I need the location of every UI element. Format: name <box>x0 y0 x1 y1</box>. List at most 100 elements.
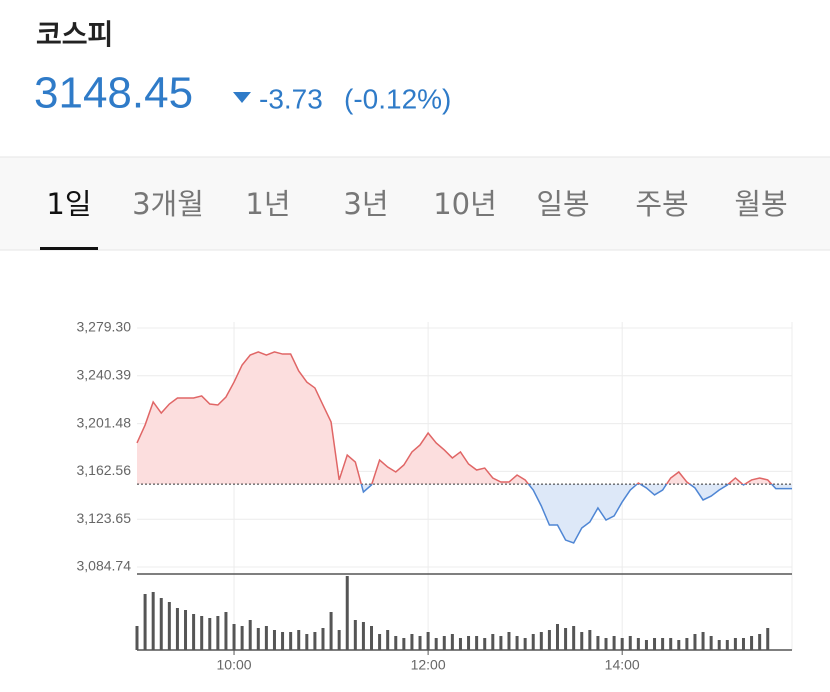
area-up <box>137 351 772 485</box>
volume-bar <box>224 612 228 650</box>
volume-bar <box>669 638 673 650</box>
volume-bar <box>733 638 737 650</box>
volume-bar <box>159 598 163 650</box>
volume-bar <box>313 632 317 650</box>
volume-bar <box>717 640 721 650</box>
volume-bar <box>596 636 600 650</box>
volume-bar <box>467 636 471 650</box>
y-tick-label: 3,240.39 <box>77 367 132 383</box>
volume-bar <box>216 616 220 650</box>
volume-bar <box>539 632 543 650</box>
tab-bar <box>0 157 830 250</box>
volume-bar <box>491 634 495 650</box>
volume-bar <box>175 608 179 650</box>
volume-bar <box>345 576 349 650</box>
volume-bar <box>248 620 252 650</box>
volume-bar <box>547 630 551 650</box>
volume-bar <box>523 638 527 650</box>
volume-bar <box>564 628 568 650</box>
volume-bar <box>378 634 382 650</box>
volume-bar <box>143 594 147 650</box>
volume-bar <box>636 638 640 650</box>
volume-bar <box>580 632 584 650</box>
x-tick-label: 14:00 <box>605 657 640 673</box>
index-title: 코스피 <box>36 18 113 51</box>
y-tick-label: 3,084.74 <box>77 558 132 574</box>
tab[interactable]: 1년 <box>245 187 290 221</box>
volume-bar <box>741 638 745 650</box>
volume-bar <box>628 636 632 650</box>
volume-bar <box>337 630 341 650</box>
volume-bar <box>135 626 139 650</box>
down-arrow <box>233 92 251 103</box>
tab[interactable]: 일봉 <box>536 187 589 221</box>
volume-bar <box>661 638 665 650</box>
volume-bar <box>620 638 624 650</box>
volume-bar <box>507 632 511 650</box>
volume-bar <box>644 640 648 650</box>
volume-bar <box>677 640 681 650</box>
tab[interactable]: 주봉 <box>635 187 688 221</box>
volume-bar <box>750 636 754 650</box>
volume-bar <box>499 636 503 650</box>
volume-bar <box>232 624 236 650</box>
volume-bar <box>531 634 535 650</box>
volume-bar <box>240 626 244 650</box>
change-percent: (-0.12%) <box>344 83 451 114</box>
volume-bar <box>475 636 479 650</box>
volume-bar <box>394 636 398 650</box>
volume-bar <box>264 626 268 650</box>
volume-bar <box>693 634 697 650</box>
tab[interactable]: 월봉 <box>734 187 787 221</box>
change: -3.73 <box>259 83 323 114</box>
volume-bar <box>418 636 422 650</box>
volume-bar <box>555 624 559 650</box>
volume-bar <box>442 636 446 650</box>
volume-bar <box>329 612 333 650</box>
volume-bar <box>458 638 462 650</box>
volume-bar <box>289 632 293 650</box>
tab[interactable]: 10년 <box>433 187 497 221</box>
volume-bar <box>572 626 576 650</box>
volume-bar <box>612 636 616 650</box>
tab[interactable]: 1일 <box>46 187 91 221</box>
price-line-up <box>136 351 773 485</box>
volume-bar <box>321 628 325 650</box>
tab[interactable]: 3년 <box>343 187 388 221</box>
volume-bar <box>200 616 204 650</box>
volume-bar <box>370 626 374 650</box>
volume-bar <box>725 640 729 650</box>
price: 3148.45 <box>34 69 193 118</box>
volume-bar <box>256 628 260 650</box>
y-tick-label: 3,279.30 <box>77 319 132 335</box>
volume-bar <box>272 630 276 650</box>
tab-underline <box>40 247 98 250</box>
volume-bar <box>426 632 430 650</box>
volume-bar <box>297 630 301 650</box>
volume-bar <box>184 610 188 650</box>
volume-bar <box>685 638 689 650</box>
volume-bar <box>386 630 390 650</box>
volume-bar <box>167 602 171 650</box>
x-tick-label: 12:00 <box>411 657 446 673</box>
tab[interactable]: 3개월 <box>132 187 204 221</box>
volume-bar <box>402 638 406 650</box>
volume-bar <box>709 636 713 650</box>
volume-bar <box>192 614 196 650</box>
volume-bar <box>766 628 770 650</box>
y-tick-label: 3,162.56 <box>77 462 132 478</box>
volume-bar <box>305 634 309 650</box>
volume-bar <box>604 638 608 650</box>
volume-bar <box>434 638 438 650</box>
volume-bar <box>758 634 762 650</box>
volume-bar <box>450 634 454 650</box>
volume-bar <box>515 636 519 650</box>
volume-bar <box>353 620 357 650</box>
y-tick-label: 3,123.65 <box>77 510 132 526</box>
volume-bar <box>483 638 487 650</box>
volume-bar <box>653 638 657 650</box>
volume-bar <box>151 592 155 650</box>
volume-bar <box>588 630 592 650</box>
x-tick-label: 10:00 <box>217 657 252 673</box>
